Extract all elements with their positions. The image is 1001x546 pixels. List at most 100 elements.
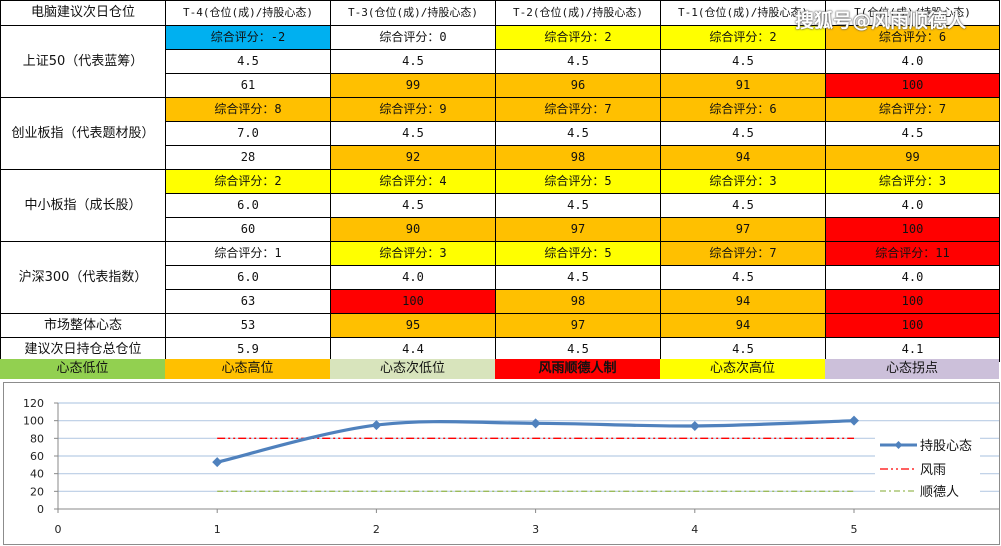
x-tick-label: 5: [851, 523, 858, 536]
sentiment-cell: 100: [825, 73, 1000, 98]
y-tick-label: 80: [30, 432, 44, 445]
position-cell: 4.5: [495, 193, 661, 218]
score-row: 中小板指（成长股） 综合评分：2 综合评分：4 综合评分：5 综合评分：3 综合评分：3: [0, 169, 1000, 242]
data-point-marker: [530, 418, 541, 429]
x-tick-label: 0: [55, 523, 62, 536]
legend-author: 风雨顺德人制: [495, 359, 660, 379]
legend-high: 心态高位: [165, 359, 330, 379]
index-label: 上证50（代表蓝筹）: [0, 25, 166, 98]
total-position-cell: 4.4: [330, 337, 496, 362]
total-position-row: 建议次日持仓总仓位 5.9 4.4 4.5 4.5 4.1: [0, 337, 1000, 362]
column-header: T-3(仓位(成)/持股心态): [330, 0, 496, 26]
position-cell: 4.5: [660, 49, 826, 74]
score-cell: 综合评分：6: [825, 25, 1000, 50]
x-tick-label: 1: [214, 523, 221, 536]
score-cell: 综合评分：2: [495, 25, 661, 50]
sentiment-row: 60 90 97 97 100: [1, 217, 1000, 242]
legend-label: 风雨: [920, 463, 946, 478]
sentiment-cell: 100: [825, 289, 1000, 314]
market-sentiment-label: 市场整体心态: [0, 313, 166, 338]
y-tick-label: 60: [30, 450, 44, 463]
sentiment-cell: 97: [660, 217, 826, 242]
color-legend: 心态低位 心态高位 心态次低位 风雨顺德人制 心态次高位 心态拐点: [0, 359, 999, 379]
position-cell: 7.0: [165, 121, 331, 146]
sentiment-cell: 91: [660, 73, 826, 98]
legend-low: 心态低位: [0, 359, 165, 379]
y-tick-label: 40: [30, 468, 44, 481]
sentiment-cell: 98: [495, 145, 661, 170]
score-cell: 综合评分：3: [825, 169, 1000, 194]
sentiment-line-chart: 0 20 40 60 80 100 120 0 1 2 3 4 5 持股心态 风雨 顺德人: [3, 382, 1000, 545]
score-cell: 综合评分：8: [165, 97, 331, 122]
sentiment-cell: 28: [165, 145, 331, 170]
y-tick-label: 100: [23, 415, 44, 428]
position-row: 7.0 4.5 4.5 4.5 4.5: [1, 121, 1000, 146]
position-cell: 4.0: [825, 265, 1000, 290]
sentiment-cell: 100: [330, 289, 496, 314]
x-tick-label: 2: [373, 523, 380, 536]
market-sentiment-cell: 95: [330, 313, 496, 338]
legend-label: 顺德人: [920, 485, 959, 500]
total-position-cell: 4.1: [825, 337, 1000, 362]
position-row: 6.0 4.0 4.5 4.5 4.0: [1, 265, 1000, 290]
score-cell: 综合评分：6: [660, 97, 826, 122]
score-row: 上证50（代表蓝筹） 综合评分：-2 综合评分：0 综合评分：2 综合评分：2 综合评分：…: [0, 25, 1000, 98]
market-sentiment-cell: 97: [495, 313, 661, 338]
sentiment-cell: 63: [165, 289, 331, 314]
y-tick-label: 0: [37, 503, 44, 516]
sentiment-cell: 96: [495, 73, 661, 98]
watermark: 搜狐号@风雨顺德人: [795, 10, 967, 32]
score-cell: 综合评分：7: [660, 241, 826, 266]
position-cell: 6.0: [165, 265, 331, 290]
sentiment-cell: 97: [495, 217, 661, 242]
sentiment-cell: 98: [495, 289, 661, 314]
position-cell: 4.5: [660, 265, 826, 290]
sentiment-cell: 92: [330, 145, 496, 170]
index-label: 沪深300（代表指数）: [0, 241, 166, 314]
sentiment-row: 61 99 96 91 100: [1, 73, 1000, 98]
legend-label: 持股心态: [920, 439, 972, 454]
position-cell: 4.5: [165, 49, 331, 74]
score-cell: 综合评分：3: [330, 241, 496, 266]
sentiment-cell: 60: [165, 217, 331, 242]
total-position-cell: 4.5: [660, 337, 826, 362]
score-cell: 综合评分：11: [825, 241, 1000, 266]
position-cell: 4.5: [495, 121, 661, 146]
position-cell: 4.5: [660, 193, 826, 218]
sentiment-cell: 90: [330, 217, 496, 242]
market-sentiment-cell: 53: [165, 313, 331, 338]
index-label: 创业板指（代表题材股）: [0, 97, 166, 170]
score-row: 创业板指（代表题材股） 综合评分：8 综合评分：9 综合评分：7 综合评分：6 综合评分：…: [0, 97, 1000, 170]
position-cell: 4.5: [495, 265, 661, 290]
position-cell: 4.5: [330, 193, 496, 218]
column-header: T-4(仓位(成)/持股心态): [165, 0, 331, 26]
position-cell: 4.0: [330, 265, 496, 290]
market-sentiment-row: 市场整体心态 53 95 97 94 100: [0, 313, 1000, 338]
legend-sub-low: 心态次低位: [330, 359, 495, 379]
x-tick-label: 3: [532, 523, 539, 536]
position-cell: 4.0: [825, 49, 1000, 74]
score-cell: 综合评分：7: [825, 97, 1000, 122]
diamond-marker-icon: [894, 441, 903, 449]
score-cell: 综合评分：0: [330, 25, 496, 50]
sentiment-cell: 99: [825, 145, 1000, 170]
column-header: T(仓位(成)/持股心态): [825, 0, 1000, 26]
data-point-marker: [689, 420, 700, 431]
score-cell: 综合评分：-2: [165, 25, 331, 50]
market-sentiment-cell: 94: [660, 313, 826, 338]
score-cell: 综合评分：9: [330, 97, 496, 122]
position-cell: 4.0: [825, 193, 1000, 218]
sentiment-row: 63 100 98 94 100: [1, 289, 1000, 314]
total-position-cell: 4.5: [495, 337, 661, 362]
position-cell: 4.5: [330, 49, 496, 74]
sentiment-cell: 94: [660, 289, 826, 314]
data-point-marker: [212, 457, 223, 468]
position-row: 4.5 4.5 4.5 4.5 4.0: [1, 49, 1000, 74]
score-row: 沪深300（代表指数） 综合评分：1 综合评分：3 综合评分：5 综合评分：7 综合评分：…: [0, 241, 1000, 314]
sentiment-cell: 99: [330, 73, 496, 98]
position-cell: 4.5: [330, 121, 496, 146]
total-position-cell: 5.9: [165, 337, 331, 362]
sentiment-cell: 94: [660, 145, 826, 170]
